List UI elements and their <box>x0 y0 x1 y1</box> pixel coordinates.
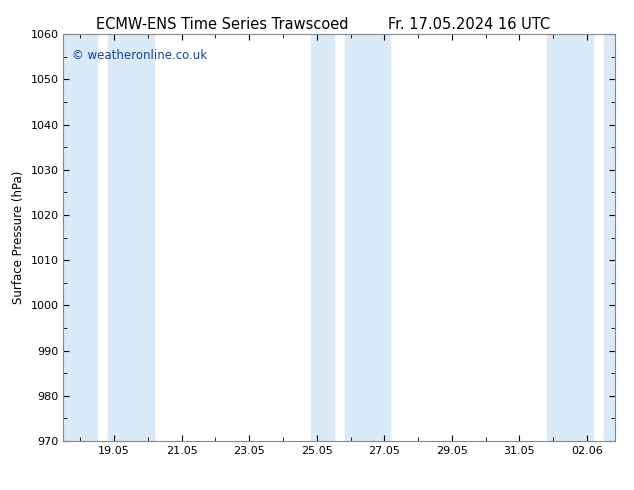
Bar <box>547 34 593 441</box>
Bar <box>63 34 97 441</box>
Bar <box>604 34 615 441</box>
Text: Fr. 17.05.2024 16 UTC: Fr. 17.05.2024 16 UTC <box>388 17 550 32</box>
Bar <box>311 34 333 441</box>
Bar <box>345 34 390 441</box>
Text: © weatheronline.co.uk: © weatheronline.co.uk <box>72 49 207 62</box>
Text: ECMW-ENS Time Series Trawscoed: ECMW-ENS Time Series Trawscoed <box>96 17 348 32</box>
Bar <box>108 34 153 441</box>
Y-axis label: Surface Pressure (hPa): Surface Pressure (hPa) <box>12 171 25 304</box>
